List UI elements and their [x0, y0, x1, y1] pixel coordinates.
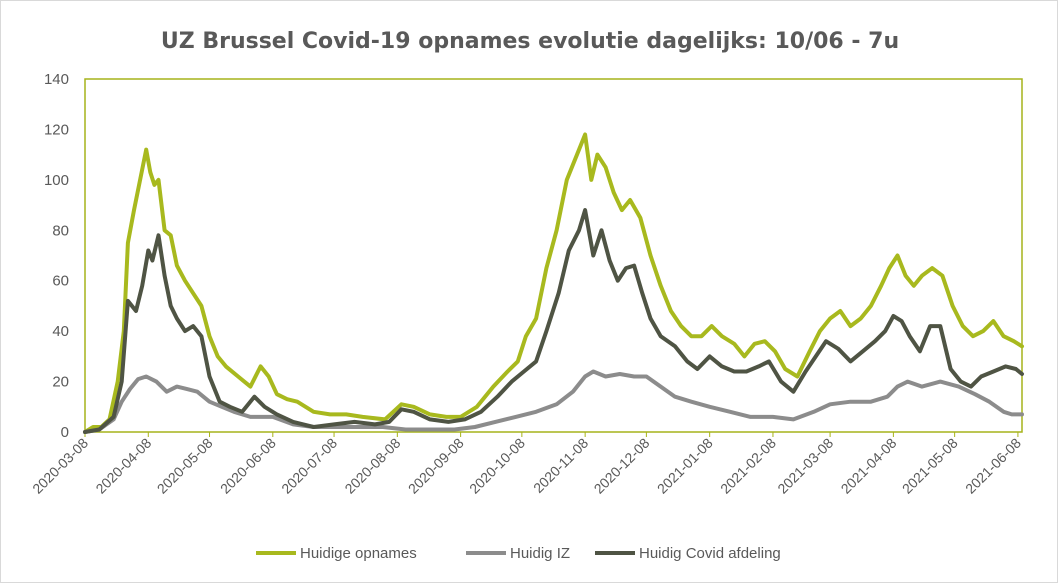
x-tick-label: 2020-03-08: [29, 435, 91, 497]
x-tick-label: 2021-02-08: [717, 435, 779, 497]
series-line-1: [83, 132, 1024, 434]
x-tick-label: 2020-07-08: [278, 435, 340, 497]
x-tick-label: 2021-06-08: [962, 435, 1024, 497]
legend: Huidige opnames Huidig IZ Huidig Covid afd…: [256, 545, 781, 562]
series-line-3: [83, 208, 1024, 434]
x-tick-label: 2021-04-08: [838, 435, 900, 497]
x-tick-label: 2020-10-08: [466, 435, 528, 497]
x-tick-label: 2021-01-08: [654, 435, 716, 497]
legend-label: Huidig IZ: [510, 545, 570, 562]
x-axis-ticks: 2020-03-08 2020-04-08 2020-05-08 2020-06-08…: [29, 432, 1024, 497]
x-tick-label: 2020-11-08: [530, 435, 591, 496]
y-tick-label: 80: [52, 222, 69, 239]
x-tick-label: 2020-06-08: [217, 435, 279, 497]
series-line-2: [83, 369, 1024, 434]
x-tick-label: 2021-05-08: [899, 435, 961, 497]
plot-area-border: [84, 78, 1023, 433]
legend-label: Huidige opnames: [300, 545, 417, 562]
legend-label: Huidig Covid afdeling: [639, 545, 781, 562]
chart-title: UZ Brussel Covid-19 opnames evolutie dag…: [161, 29, 899, 54]
y-tick-label: 0: [61, 424, 69, 441]
y-tick-label: 40: [52, 323, 69, 340]
x-tick-label: 2020-12-08: [591, 435, 653, 497]
y-tick-label: 60: [52, 273, 69, 290]
y-axis-ticks: 0 20 40 60 80 100 120 140: [44, 71, 69, 441]
y-tick-label: 20: [52, 374, 69, 391]
x-tick-label: 2020-05-08: [154, 435, 216, 497]
x-tick-label: 2021-03-08: [774, 435, 836, 497]
y-tick-label: 100: [44, 172, 69, 189]
x-tick-label: 2020-08-08: [341, 435, 403, 497]
y-tick-label: 120: [44, 121, 69, 138]
y-tick-label: 140: [44, 71, 69, 88]
x-tick-label: 2020-09-08: [405, 435, 467, 497]
x-tick-label: 2020-04-08: [92, 435, 154, 497]
series-lines: [83, 132, 1024, 434]
